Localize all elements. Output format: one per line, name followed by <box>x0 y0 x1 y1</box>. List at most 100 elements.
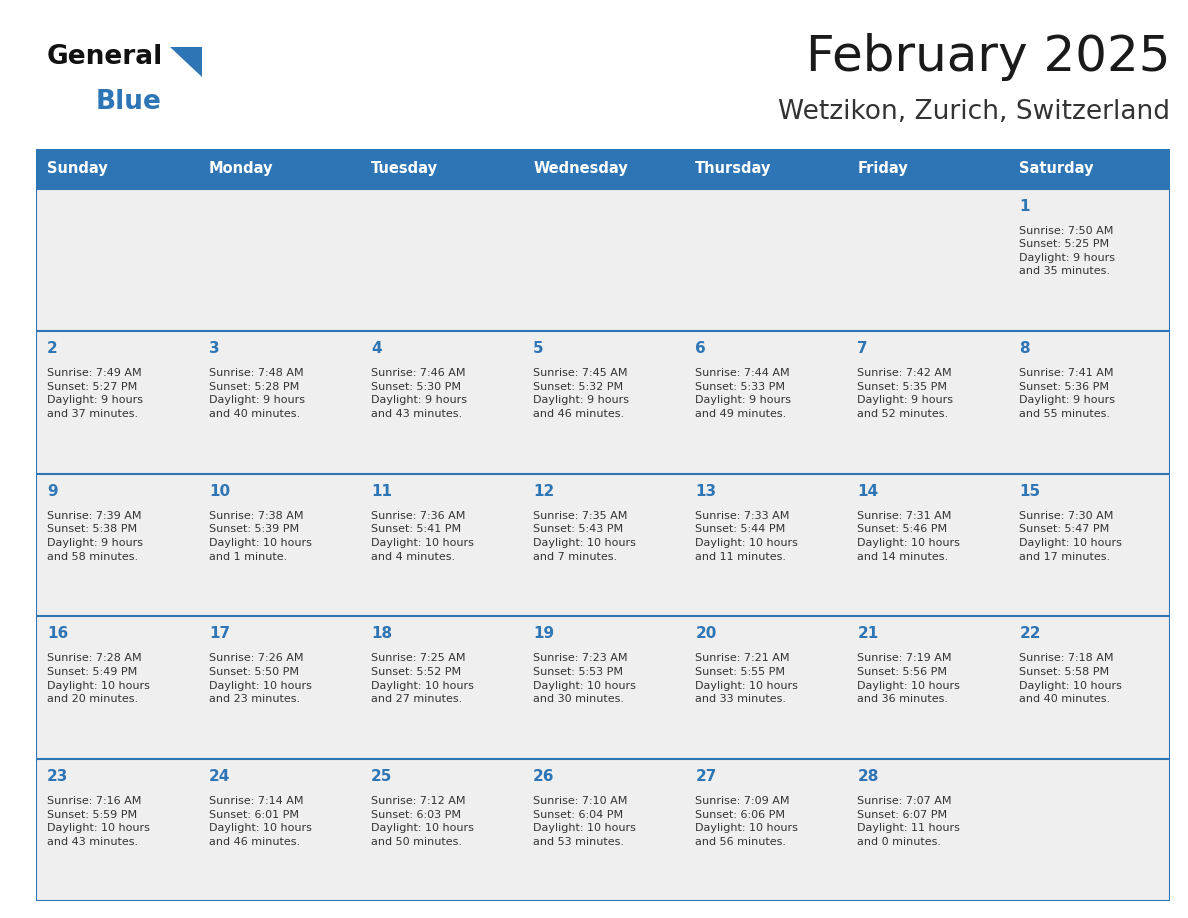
Bar <box>36 331 197 474</box>
Text: 17: 17 <box>209 626 230 642</box>
Text: 6: 6 <box>695 341 706 356</box>
Text: Sunrise: 7:35 AM
Sunset: 5:43 PM
Daylight: 10 hours
and 7 minutes.: Sunrise: 7:35 AM Sunset: 5:43 PM Dayligh… <box>533 510 636 562</box>
Text: 26: 26 <box>533 769 555 784</box>
Text: Sunrise: 7:50 AM
Sunset: 5:25 PM
Daylight: 9 hours
and 35 minutes.: Sunrise: 7:50 AM Sunset: 5:25 PM Dayligh… <box>1019 226 1116 276</box>
Text: Sunrise: 7:36 AM
Sunset: 5:41 PM
Daylight: 10 hours
and 4 minutes.: Sunrise: 7:36 AM Sunset: 5:41 PM Dayligh… <box>371 510 474 562</box>
Text: Sunrise: 7:14 AM
Sunset: 6:01 PM
Daylight: 10 hours
and 46 minutes.: Sunrise: 7:14 AM Sunset: 6:01 PM Dayligh… <box>209 796 312 846</box>
Bar <box>684 759 846 901</box>
Text: Saturday: Saturday <box>1019 162 1094 176</box>
Text: February 2025: February 2025 <box>805 33 1170 82</box>
Text: 15: 15 <box>1019 484 1041 498</box>
Text: 22: 22 <box>1019 626 1041 642</box>
Bar <box>197 616 360 759</box>
Text: 14: 14 <box>858 484 878 498</box>
Bar <box>360 759 522 901</box>
Text: 28: 28 <box>858 769 879 784</box>
Text: Sunrise: 7:41 AM
Sunset: 5:36 PM
Daylight: 9 hours
and 55 minutes.: Sunrise: 7:41 AM Sunset: 5:36 PM Dayligh… <box>1019 368 1116 419</box>
Bar <box>846 149 1009 188</box>
Polygon shape <box>170 47 202 77</box>
Bar <box>846 188 1009 331</box>
Bar <box>846 331 1009 474</box>
Text: 4: 4 <box>371 341 381 356</box>
Text: Wetzikon, Zurich, Switzerland: Wetzikon, Zurich, Switzerland <box>778 99 1170 125</box>
Bar <box>522 149 684 188</box>
Text: 12: 12 <box>533 484 555 498</box>
Text: 16: 16 <box>48 626 68 642</box>
Bar <box>522 759 684 901</box>
Text: Sunrise: 7:30 AM
Sunset: 5:47 PM
Daylight: 10 hours
and 17 minutes.: Sunrise: 7:30 AM Sunset: 5:47 PM Dayligh… <box>1019 510 1123 562</box>
Bar <box>360 474 522 616</box>
Text: Sunrise: 7:39 AM
Sunset: 5:38 PM
Daylight: 9 hours
and 58 minutes.: Sunrise: 7:39 AM Sunset: 5:38 PM Dayligh… <box>48 510 143 562</box>
Text: 27: 27 <box>695 769 716 784</box>
Bar <box>360 188 522 331</box>
Bar <box>197 331 360 474</box>
Text: Friday: Friday <box>858 162 908 176</box>
Bar <box>1009 616 1170 759</box>
Text: Sunrise: 7:38 AM
Sunset: 5:39 PM
Daylight: 10 hours
and 1 minute.: Sunrise: 7:38 AM Sunset: 5:39 PM Dayligh… <box>209 510 312 562</box>
Text: 3: 3 <box>209 341 220 356</box>
Text: Sunrise: 7:42 AM
Sunset: 5:35 PM
Daylight: 9 hours
and 52 minutes.: Sunrise: 7:42 AM Sunset: 5:35 PM Dayligh… <box>858 368 954 419</box>
Text: Sunrise: 7:12 AM
Sunset: 6:03 PM
Daylight: 10 hours
and 50 minutes.: Sunrise: 7:12 AM Sunset: 6:03 PM Dayligh… <box>371 796 474 846</box>
Text: Sunrise: 7:18 AM
Sunset: 5:58 PM
Daylight: 10 hours
and 40 minutes.: Sunrise: 7:18 AM Sunset: 5:58 PM Dayligh… <box>1019 654 1123 704</box>
Bar <box>36 616 197 759</box>
Bar <box>197 474 360 616</box>
Text: Sunrise: 7:45 AM
Sunset: 5:32 PM
Daylight: 9 hours
and 46 minutes.: Sunrise: 7:45 AM Sunset: 5:32 PM Dayligh… <box>533 368 630 419</box>
Text: Sunrise: 7:19 AM
Sunset: 5:56 PM
Daylight: 10 hours
and 36 minutes.: Sunrise: 7:19 AM Sunset: 5:56 PM Dayligh… <box>858 654 960 704</box>
Text: Sunrise: 7:07 AM
Sunset: 6:07 PM
Daylight: 11 hours
and 0 minutes.: Sunrise: 7:07 AM Sunset: 6:07 PM Dayligh… <box>858 796 960 846</box>
Bar <box>1009 149 1170 188</box>
Text: 13: 13 <box>695 484 716 498</box>
Text: Tuesday: Tuesday <box>371 162 438 176</box>
Text: Sunrise: 7:31 AM
Sunset: 5:46 PM
Daylight: 10 hours
and 14 minutes.: Sunrise: 7:31 AM Sunset: 5:46 PM Dayligh… <box>858 510 960 562</box>
Bar <box>684 331 846 474</box>
Text: Sunrise: 7:26 AM
Sunset: 5:50 PM
Daylight: 10 hours
and 23 minutes.: Sunrise: 7:26 AM Sunset: 5:50 PM Dayligh… <box>209 654 312 704</box>
Text: Sunrise: 7:10 AM
Sunset: 6:04 PM
Daylight: 10 hours
and 53 minutes.: Sunrise: 7:10 AM Sunset: 6:04 PM Dayligh… <box>533 796 636 846</box>
Bar <box>522 616 684 759</box>
Bar <box>522 331 684 474</box>
Text: Sunrise: 7:46 AM
Sunset: 5:30 PM
Daylight: 9 hours
and 43 minutes.: Sunrise: 7:46 AM Sunset: 5:30 PM Dayligh… <box>371 368 467 419</box>
Bar <box>360 331 522 474</box>
Text: Sunrise: 7:44 AM
Sunset: 5:33 PM
Daylight: 9 hours
and 49 minutes.: Sunrise: 7:44 AM Sunset: 5:33 PM Dayligh… <box>695 368 791 419</box>
Bar <box>846 759 1009 901</box>
Text: 10: 10 <box>209 484 230 498</box>
Bar <box>197 188 360 331</box>
Bar <box>360 149 522 188</box>
Bar <box>197 149 360 188</box>
Bar <box>36 759 197 901</box>
Text: Wednesday: Wednesday <box>533 162 628 176</box>
Bar <box>846 616 1009 759</box>
Text: Sunrise: 7:21 AM
Sunset: 5:55 PM
Daylight: 10 hours
and 33 minutes.: Sunrise: 7:21 AM Sunset: 5:55 PM Dayligh… <box>695 654 798 704</box>
Text: 7: 7 <box>858 341 868 356</box>
Text: Sunrise: 7:48 AM
Sunset: 5:28 PM
Daylight: 9 hours
and 40 minutes.: Sunrise: 7:48 AM Sunset: 5:28 PM Dayligh… <box>209 368 305 419</box>
Text: Sunrise: 7:49 AM
Sunset: 5:27 PM
Daylight: 9 hours
and 37 minutes.: Sunrise: 7:49 AM Sunset: 5:27 PM Dayligh… <box>48 368 143 419</box>
Text: Sunrise: 7:16 AM
Sunset: 5:59 PM
Daylight: 10 hours
and 43 minutes.: Sunrise: 7:16 AM Sunset: 5:59 PM Dayligh… <box>48 796 150 846</box>
Text: 23: 23 <box>48 769 69 784</box>
Bar <box>1009 331 1170 474</box>
Bar <box>684 616 846 759</box>
Text: 1: 1 <box>1019 198 1030 214</box>
Bar <box>522 188 684 331</box>
Bar <box>846 474 1009 616</box>
Bar <box>522 474 684 616</box>
Bar <box>684 149 846 188</box>
Text: 11: 11 <box>371 484 392 498</box>
Text: General: General <box>46 44 163 71</box>
Text: Monday: Monday <box>209 162 273 176</box>
Text: 20: 20 <box>695 626 716 642</box>
Bar <box>684 474 846 616</box>
Bar <box>1009 474 1170 616</box>
Bar <box>197 759 360 901</box>
Text: Blue: Blue <box>95 89 162 115</box>
Bar <box>1009 759 1170 901</box>
Bar <box>684 188 846 331</box>
Text: 9: 9 <box>48 484 57 498</box>
Text: Sunrise: 7:09 AM
Sunset: 6:06 PM
Daylight: 10 hours
and 56 minutes.: Sunrise: 7:09 AM Sunset: 6:06 PM Dayligh… <box>695 796 798 846</box>
Text: 21: 21 <box>858 626 879 642</box>
Text: 24: 24 <box>209 769 230 784</box>
Text: 2: 2 <box>48 341 58 356</box>
Text: Thursday: Thursday <box>695 162 772 176</box>
Bar <box>36 188 197 331</box>
Text: Sunrise: 7:25 AM
Sunset: 5:52 PM
Daylight: 10 hours
and 27 minutes.: Sunrise: 7:25 AM Sunset: 5:52 PM Dayligh… <box>371 654 474 704</box>
Bar <box>360 616 522 759</box>
Bar <box>1009 188 1170 331</box>
Text: 19: 19 <box>533 626 555 642</box>
